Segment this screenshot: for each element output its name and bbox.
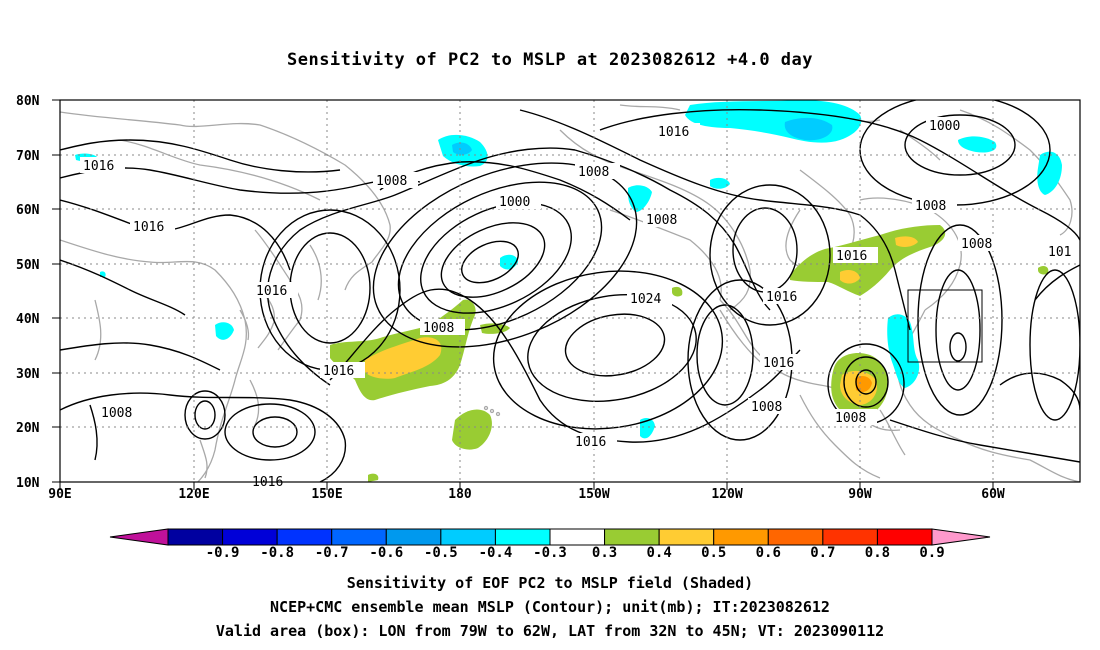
lat-tick-label: 10N [16,476,40,491]
colorbar-label: -0.9 [206,545,240,561]
contour-label: 101 [1048,245,1071,260]
caption-line-3: Valid area (box): LON from 79W to 62W, L… [215,622,885,640]
contour-label: 1008 [376,174,407,189]
lat-tick-label: 40N [16,312,40,327]
contour-label: 1016 [658,125,689,140]
colorbar-label: 0.6 [756,545,781,561]
colorbar-cell [767,528,824,546]
map-frame [59,99,1081,483]
contour-label: 1024 [630,292,661,307]
grid-lines [60,100,1080,482]
contour-label: 1000 [929,119,960,134]
page-title: Sensitivity of PC2 to MSLP at 2023082612… [286,50,813,70]
colorbar-label: 0.8 [865,545,890,561]
colorbar-cell [713,528,769,546]
caption-line-2: NCEP+CMC ensemble mean MSLP (Contour); u… [270,598,830,616]
lat-tick-label: 80N [16,94,40,109]
colorbar-cell [549,528,606,546]
contour-label: 1016 [766,290,797,305]
contour-label: 1008 [835,411,866,426]
lat-tick-label: 50N [16,258,40,273]
contour-label: 1016 [133,220,164,235]
lat-tick-label: 60N [16,203,40,218]
colorbar-label: -0.7 [315,545,349,561]
colorbar-cell [876,528,933,546]
colorbar-cells [167,528,933,546]
lat-tick-label: 30N [16,367,40,382]
colorbar-cell [385,528,442,546]
contour-label: 1000 [499,195,530,210]
colorbar-right-arrow [931,528,991,546]
lon-tick-label: 150W [578,487,609,502]
colorbar-cell [276,528,333,546]
colorbar-label: -0.5 [424,545,458,561]
lon-tick-label: 60W [981,487,1005,502]
lon-tick-label: 90W [848,487,872,502]
contour-label: 1008 [961,237,992,252]
colorbar-label: 0.4 [646,545,671,561]
contour-labels: 1016 1008 1000 1008 1016 1008 1016 1016 … [80,117,1080,490]
contour-label: 1016 [763,356,794,371]
contour-label: 1016 [836,249,867,264]
lat-tick-label: 20N [16,421,40,436]
colorbar-label: -0.4 [479,545,513,561]
contour-label: 1008 [915,199,946,214]
colorbar-cell [222,528,278,546]
contour-label: 1016 [256,284,287,299]
colorbar: -0.9 -0.8 -0.7 -0.6 -0.5 -0.4 -0.3 0.3 0.4 0.5 0.6… [109,528,991,561]
contour-label: 1016 [83,159,114,174]
contour-label: 1016 [323,364,354,379]
colorbar-labels: -0.9 -0.8 -0.7 -0.6 -0.5 -0.4 -0.3 0.3 0.4 0.5 0.6… [206,545,945,561]
colorbar-label: 0.5 [701,545,726,561]
colorbar-label: -0.3 [533,545,567,561]
lon-axis [59,482,994,490]
lon-tick-label: 150E [311,487,342,502]
colorbar-cell [658,528,715,546]
contour-label: 1008 [578,165,609,180]
colorbar-cell [440,528,496,546]
colorbar-left-arrow [109,528,169,546]
contour-label: 1016 [575,435,606,450]
lon-labels: 90E 120E 150E 180 150W 120W 90W 60W [48,487,1005,502]
lon-tick-label: 180 [448,487,472,502]
lon-tick-label: 120E [178,487,209,502]
contour-label: 1008 [423,321,454,336]
contour-label: 1008 [646,213,677,228]
lat-axis [52,99,60,483]
colorbar-label: 0.7 [810,545,835,561]
lon-tick-label: 120W [711,487,742,502]
colorbar-cell [331,528,387,546]
valid-area-box [907,289,983,363]
colorbar-label: 0.9 [919,545,944,561]
colorbar-cell [494,528,551,546]
colorbar-label: -0.6 [369,545,403,561]
contour-label: 1008 [101,406,132,421]
colorbar-cell [822,528,878,546]
lat-tick-label: 70N [16,149,40,164]
colorbar-label: -0.8 [260,545,294,561]
lon-tick-label: 90E [48,487,71,502]
caption-line-1: Sensitivity of EOF PC2 to MSLP field (Sh… [346,574,754,592]
colorbar-cell [604,528,660,546]
lat-labels: 80N 70N 60N 50N 40N 30N 20N 10N [16,94,40,491]
colorbar-label: 0.3 [592,545,617,561]
colorbar-cell [167,528,224,546]
contour-label: 1008 [751,400,782,415]
